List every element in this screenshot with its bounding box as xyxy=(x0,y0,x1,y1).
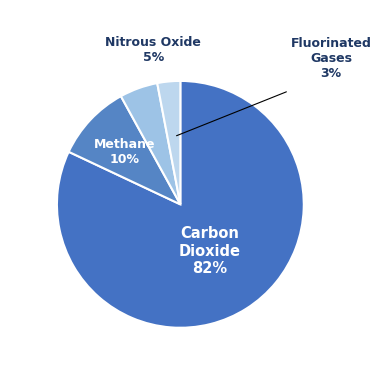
Text: Nitrous Oxide
5%: Nitrous Oxide 5% xyxy=(105,36,201,64)
Text: Carbon
Dioxide
82%: Carbon Dioxide 82% xyxy=(179,226,241,276)
Wedge shape xyxy=(157,81,180,204)
Text: Fluorinated
Gases
3%: Fluorinated Gases 3% xyxy=(290,37,371,80)
Wedge shape xyxy=(121,83,180,204)
Wedge shape xyxy=(57,81,304,328)
Text: Methane
10%: Methane 10% xyxy=(94,138,155,166)
Wedge shape xyxy=(69,96,180,204)
